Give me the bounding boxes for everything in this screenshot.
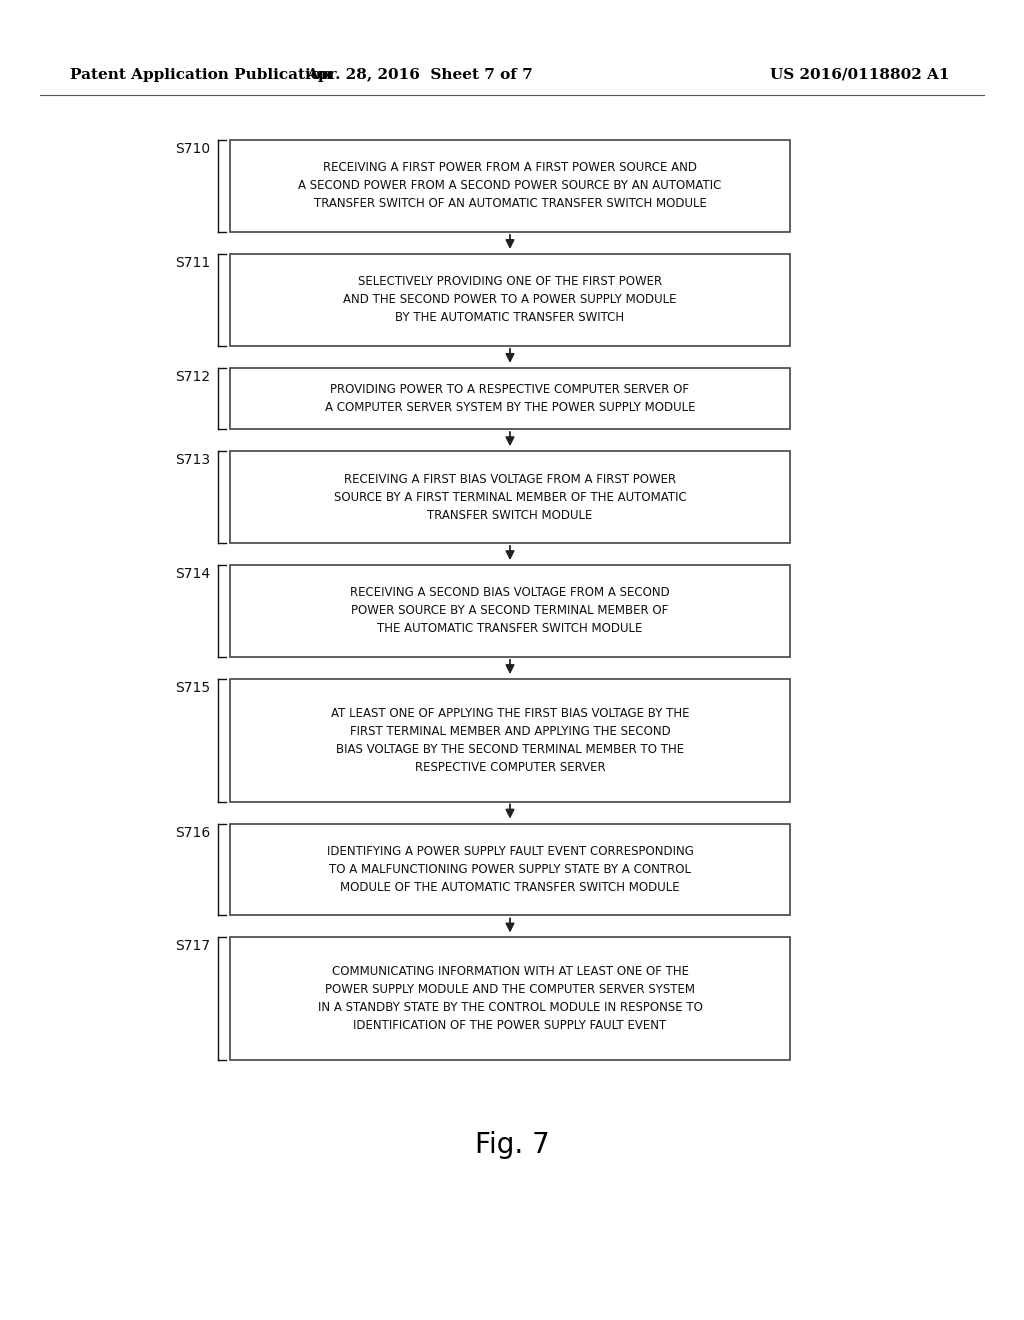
Text: AT LEAST ONE OF APPLYING THE FIRST BIAS VOLTAGE BY THE
FIRST TERMINAL MEMBER AND: AT LEAST ONE OF APPLYING THE FIRST BIAS … [331,706,689,774]
Text: Fig. 7: Fig. 7 [475,1131,549,1159]
Bar [230,937,790,1060]
Bar [230,368,790,429]
Bar [230,253,790,346]
Text: Apr. 28, 2016  Sheet 7 of 7: Apr. 28, 2016 Sheet 7 of 7 [306,69,534,82]
Text: RECEIVING A FIRST POWER FROM A FIRST POWER SOURCE AND
A SECOND POWER FROM A SECO: RECEIVING A FIRST POWER FROM A FIRST POW… [298,161,722,210]
Text: US 2016/0118802 A1: US 2016/0118802 A1 [770,69,950,82]
Text: Patent Application Publication: Patent Application Publication [70,69,332,82]
Text: S715: S715 [175,681,210,694]
Bar [230,451,790,543]
Text: PROVIDING POWER TO A RESPECTIVE COMPUTER SERVER OF
A COMPUTER SERVER SYSTEM BY T: PROVIDING POWER TO A RESPECTIVE COMPUTER… [325,383,695,414]
Bar [230,140,790,232]
Text: IDENTIFYING A POWER SUPPLY FAULT EVENT CORRESPONDING
TO A MALFUNCTIONING POWER S: IDENTIFYING A POWER SUPPLY FAULT EVENT C… [327,845,693,894]
Text: S710: S710 [175,143,210,156]
Text: S712: S712 [175,370,210,384]
Text: S717: S717 [175,940,210,953]
Text: S716: S716 [175,825,210,840]
Text: S714: S714 [175,568,210,581]
Text: S711: S711 [175,256,210,269]
Text: RECEIVING A SECOND BIAS VOLTAGE FROM A SECOND
POWER SOURCE BY A SECOND TERMINAL : RECEIVING A SECOND BIAS VOLTAGE FROM A S… [350,586,670,635]
Bar [230,565,790,657]
Text: RECEIVING A FIRST BIAS VOLTAGE FROM A FIRST POWER
SOURCE BY A FIRST TERMINAL MEM: RECEIVING A FIRST BIAS VOLTAGE FROM A FI… [334,473,686,521]
Bar [230,678,790,801]
Text: S713: S713 [175,453,210,467]
Text: SELECTIVELY PROVIDING ONE OF THE FIRST POWER
AND THE SECOND POWER TO A POWER SUP: SELECTIVELY PROVIDING ONE OF THE FIRST P… [343,276,677,325]
Text: COMMUNICATING INFORMATION WITH AT LEAST ONE OF THE
POWER SUPPLY MODULE AND THE C: COMMUNICATING INFORMATION WITH AT LEAST … [317,965,702,1032]
Bar [230,824,790,916]
